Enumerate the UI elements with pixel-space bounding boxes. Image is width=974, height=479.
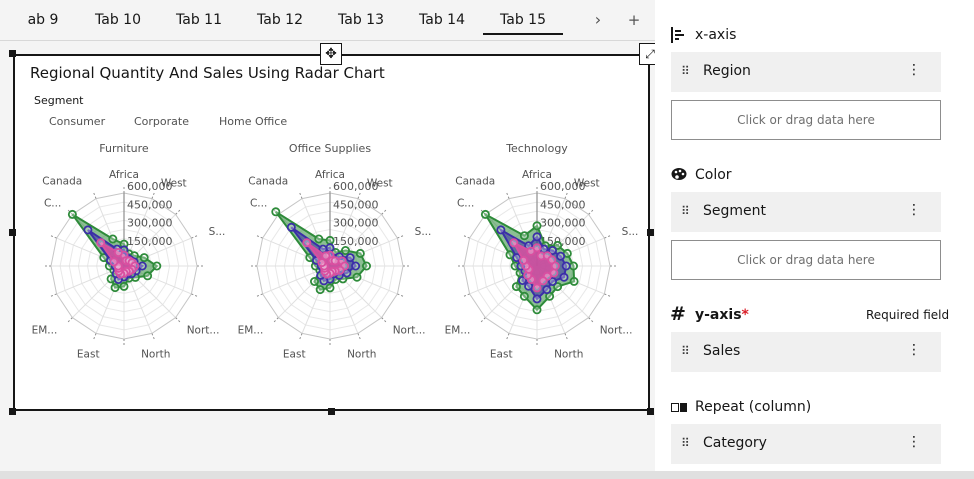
y-axis-label: y-axis* <box>695 307 749 323</box>
legend-item-consumer[interactable]: Consumer <box>49 115 106 128</box>
pill-label: Segment <box>703 203 766 219</box>
color-label: Color <box>695 167 732 183</box>
required-asterisk: * <box>741 307 749 323</box>
color-pill[interactable]: ⠿ Segment ⋮ <box>671 192 941 232</box>
overflow-menu-icon[interactable]: ⋮ <box>907 434 921 450</box>
tab-11[interactable]: Tab 11 <box>176 12 222 28</box>
required-field-text: Required field <box>866 308 950 322</box>
tab-9[interactable]: ab 9 <box>27 12 59 28</box>
repeat-column-label: Repeat (column) <box>695 399 812 415</box>
move-icon[interactable]: ✥ <box>320 43 342 65</box>
hash-icon: # <box>670 303 686 325</box>
color-dropzone[interactable]: Click or drag data here <box>671 240 941 280</box>
drag-handle-icon[interactable]: ⠿ <box>681 344 690 358</box>
chart-title: Regional Quantity And Sales Using Radar … <box>30 64 385 82</box>
tab-12[interactable]: Tab 12 <box>257 12 303 28</box>
overflow-menu-icon[interactable]: ⋮ <box>907 202 921 218</box>
tab-10[interactable]: Tab 10 <box>95 12 141 28</box>
pill-label: Sales <box>703 343 741 359</box>
x-axis-pill[interactable]: ⠿ Region ⋮ <box>671 52 941 92</box>
drag-handle-icon[interactable]: ⠿ <box>681 204 690 218</box>
resize-handle-tl[interactable] <box>9 50 16 57</box>
tab-bar: ab 9 Tab 10 Tab 11 Tab 12 Tab 13 Tab 14 … <box>0 0 655 41</box>
resize-handle-br[interactable] <box>647 408 654 415</box>
overflow-menu-icon[interactable]: ⋮ <box>907 342 921 358</box>
pill-label: Category <box>703 435 767 451</box>
horizontal-scrollbar[interactable] <box>0 471 974 479</box>
chevron-right-icon[interactable]: › <box>594 10 602 29</box>
drag-handle-icon[interactable]: ⠿ <box>681 64 690 78</box>
drag-handle-icon[interactable]: ⠿ <box>681 436 690 450</box>
chart-widget[interactable] <box>13 54 650 411</box>
x-axis-label: x-axis <box>695 27 737 43</box>
x-axis-dropzone[interactable]: Click or drag data here <box>671 100 941 140</box>
palette-icon <box>671 167 687 185</box>
legend-item-corporate[interactable]: Corporate <box>134 115 189 128</box>
resize-handle-bm[interactable] <box>328 408 335 415</box>
add-tab-icon[interactable]: + <box>627 11 641 29</box>
pill-label: Region <box>703 63 751 79</box>
resize-handle-ml[interactable] <box>9 229 16 236</box>
overflow-menu-icon[interactable]: ⋮ <box>907 62 921 78</box>
repeat-column-icon <box>671 401 687 417</box>
legend-title: Segment <box>34 94 84 107</box>
y-axis-pill[interactable]: ⠿ Sales ⋮ <box>671 332 941 372</box>
tab-15[interactable]: Tab 15 <box>483 0 563 40</box>
legend-item-home-office[interactable]: Home Office <box>219 115 288 128</box>
resize-handle-bl[interactable] <box>9 408 16 415</box>
repeat-column-pill[interactable]: ⠿ Category ⋮ <box>671 424 941 464</box>
y-axis-label-text: y-axis <box>695 307 742 323</box>
resize-handle-mr[interactable] <box>647 229 654 236</box>
x-axis-icon <box>671 27 685 47</box>
tab-14[interactable]: Tab 14 <box>419 12 465 28</box>
tab-13[interactable]: Tab 13 <box>338 12 384 28</box>
